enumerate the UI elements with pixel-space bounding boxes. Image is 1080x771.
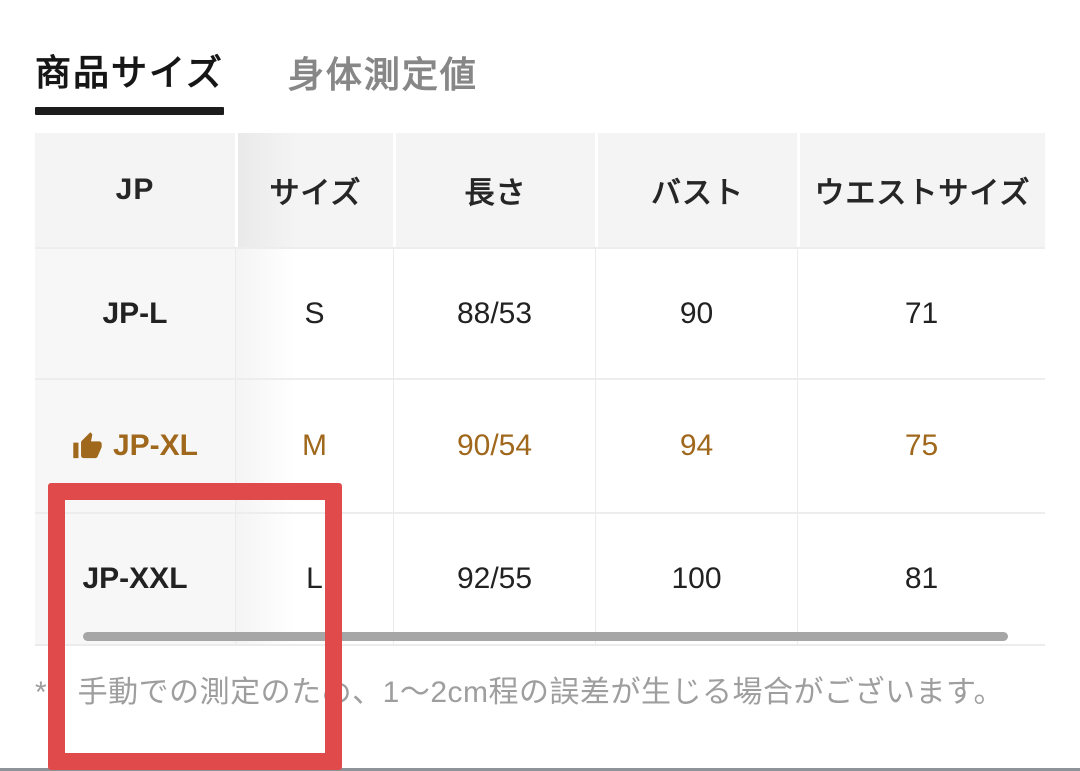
tab-product-size-label: 商品サイズ [35, 52, 224, 93]
horizontal-scrollbar-thumb[interactable] [83, 632, 1008, 641]
jp-cell: JP-L [35, 247, 235, 378]
bust-cell: 94 [595, 378, 797, 512]
column-header-size: サイズ [235, 133, 393, 247]
column-header-bust: バスト [595, 133, 797, 247]
bottom-divider [0, 768, 1080, 771]
red-annotation-rectangle [48, 483, 342, 770]
measurement-note: *：手動での測定のため、1〜2cm程の誤差が生じる場合がございます。 [35, 676, 1005, 709]
column-header-length: 長さ [393, 133, 595, 247]
waist-cell: 71 [797, 247, 1045, 378]
tab-product-size[interactable]: 商品サイズ [35, 44, 224, 115]
size-tabs: 商品サイズ 身体測定値 [35, 44, 478, 115]
length-cell: 92/55 [393, 512, 595, 644]
column-header-waist: ウエストサイズ [797, 133, 1045, 247]
active-tab-underline [35, 107, 224, 115]
column-header-jp: JP [35, 133, 235, 247]
waist-cell: 81 [797, 512, 1045, 644]
waist-cell: 75 [797, 378, 1045, 512]
size-cell: S [235, 247, 393, 378]
bust-cell: 90 [595, 247, 797, 378]
size-cell: L [235, 512, 393, 644]
tab-body-measurements-label: 身体測定値 [287, 54, 478, 95]
size-table: JP サイズ 長さ バスト ウエストサイズ JP-L S 88/53 90 71… [35, 133, 1045, 646]
tab-body-measurements[interactable]: 身体測定値 [288, 44, 478, 115]
length-cell: 90/54 [393, 378, 595, 512]
jp-cell: JP-XXL [35, 512, 235, 644]
bust-cell: 100 [595, 512, 797, 644]
length-cell: 88/53 [393, 247, 595, 378]
jp-label: JP-XL [112, 429, 199, 462]
thumbs-up-icon [73, 431, 102, 458]
